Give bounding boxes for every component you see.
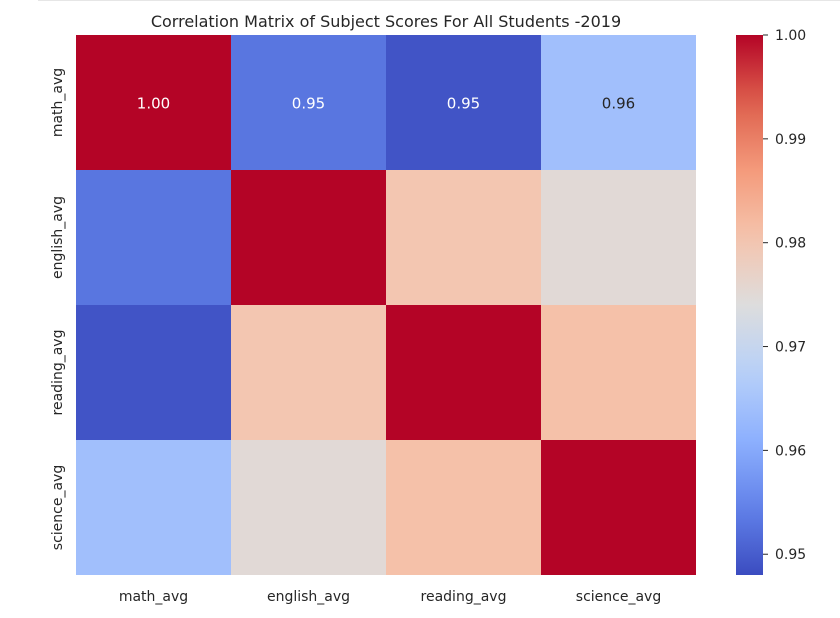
heatmap-cell xyxy=(76,35,231,170)
x-tick-label: science_avg xyxy=(576,589,661,605)
heatmap-cell xyxy=(541,170,696,305)
heatmap-cell xyxy=(386,305,541,440)
heatmap-cell xyxy=(231,440,386,575)
cell-annotation: 0.95 xyxy=(447,95,480,113)
colorbar-tick-label: 0.96 xyxy=(775,443,806,459)
colorbar: 0.95 0.96 0.97 0.98 0.99 1.00 xyxy=(736,28,806,575)
heatmap-cell xyxy=(386,35,541,170)
heatmap-cell xyxy=(76,305,231,440)
heatmap-cell xyxy=(231,170,386,305)
cell-annotation: 1.00 xyxy=(137,95,170,113)
x-tick-label: reading_avg xyxy=(421,589,507,605)
colorbar-tick-label: 0.97 xyxy=(775,340,806,356)
heatmap-cell xyxy=(76,440,231,575)
colorbar-tick-label: 0.95 xyxy=(775,547,806,563)
chart-title: Correlation Matrix of Subject Scores For… xyxy=(151,12,621,31)
heatmap-cell xyxy=(231,35,386,170)
top-border-line xyxy=(38,0,840,1)
x-tick-label: english_avg xyxy=(267,589,350,605)
heatmap-cell xyxy=(541,305,696,440)
heatmap-cell xyxy=(231,305,386,440)
heatmap-cell xyxy=(386,440,541,575)
cell-annotations: 1.00 0.95 0.95 0.96 xyxy=(137,95,635,113)
y-tick-label: science_avg xyxy=(50,465,66,550)
colorbar-tick-label: 0.98 xyxy=(775,236,806,252)
x-tick-label: math_avg xyxy=(119,589,188,605)
heatmap-cell xyxy=(541,440,696,575)
y-tick-label: math_avg xyxy=(50,68,66,137)
colorbar-tick-label: 1.00 xyxy=(775,28,806,44)
colorbar-tick-label: 0.99 xyxy=(775,132,806,148)
y-tick-labels: math_avg english_avg reading_avg science_av… xyxy=(50,68,66,550)
heatmap-cell xyxy=(76,170,231,305)
colorbar-gradient xyxy=(736,35,763,575)
heatmap-cells xyxy=(76,35,696,575)
heatmap-cell xyxy=(386,170,541,305)
cell-annotation: 0.96 xyxy=(602,95,635,113)
cell-annotation: 0.95 xyxy=(292,95,325,113)
y-tick-label: reading_avg xyxy=(50,330,66,416)
x-tick-labels: math_avg english_avg reading_avg science_av… xyxy=(119,589,661,605)
y-tick-label: english_avg xyxy=(50,196,66,279)
heatmap-cell xyxy=(541,35,696,170)
